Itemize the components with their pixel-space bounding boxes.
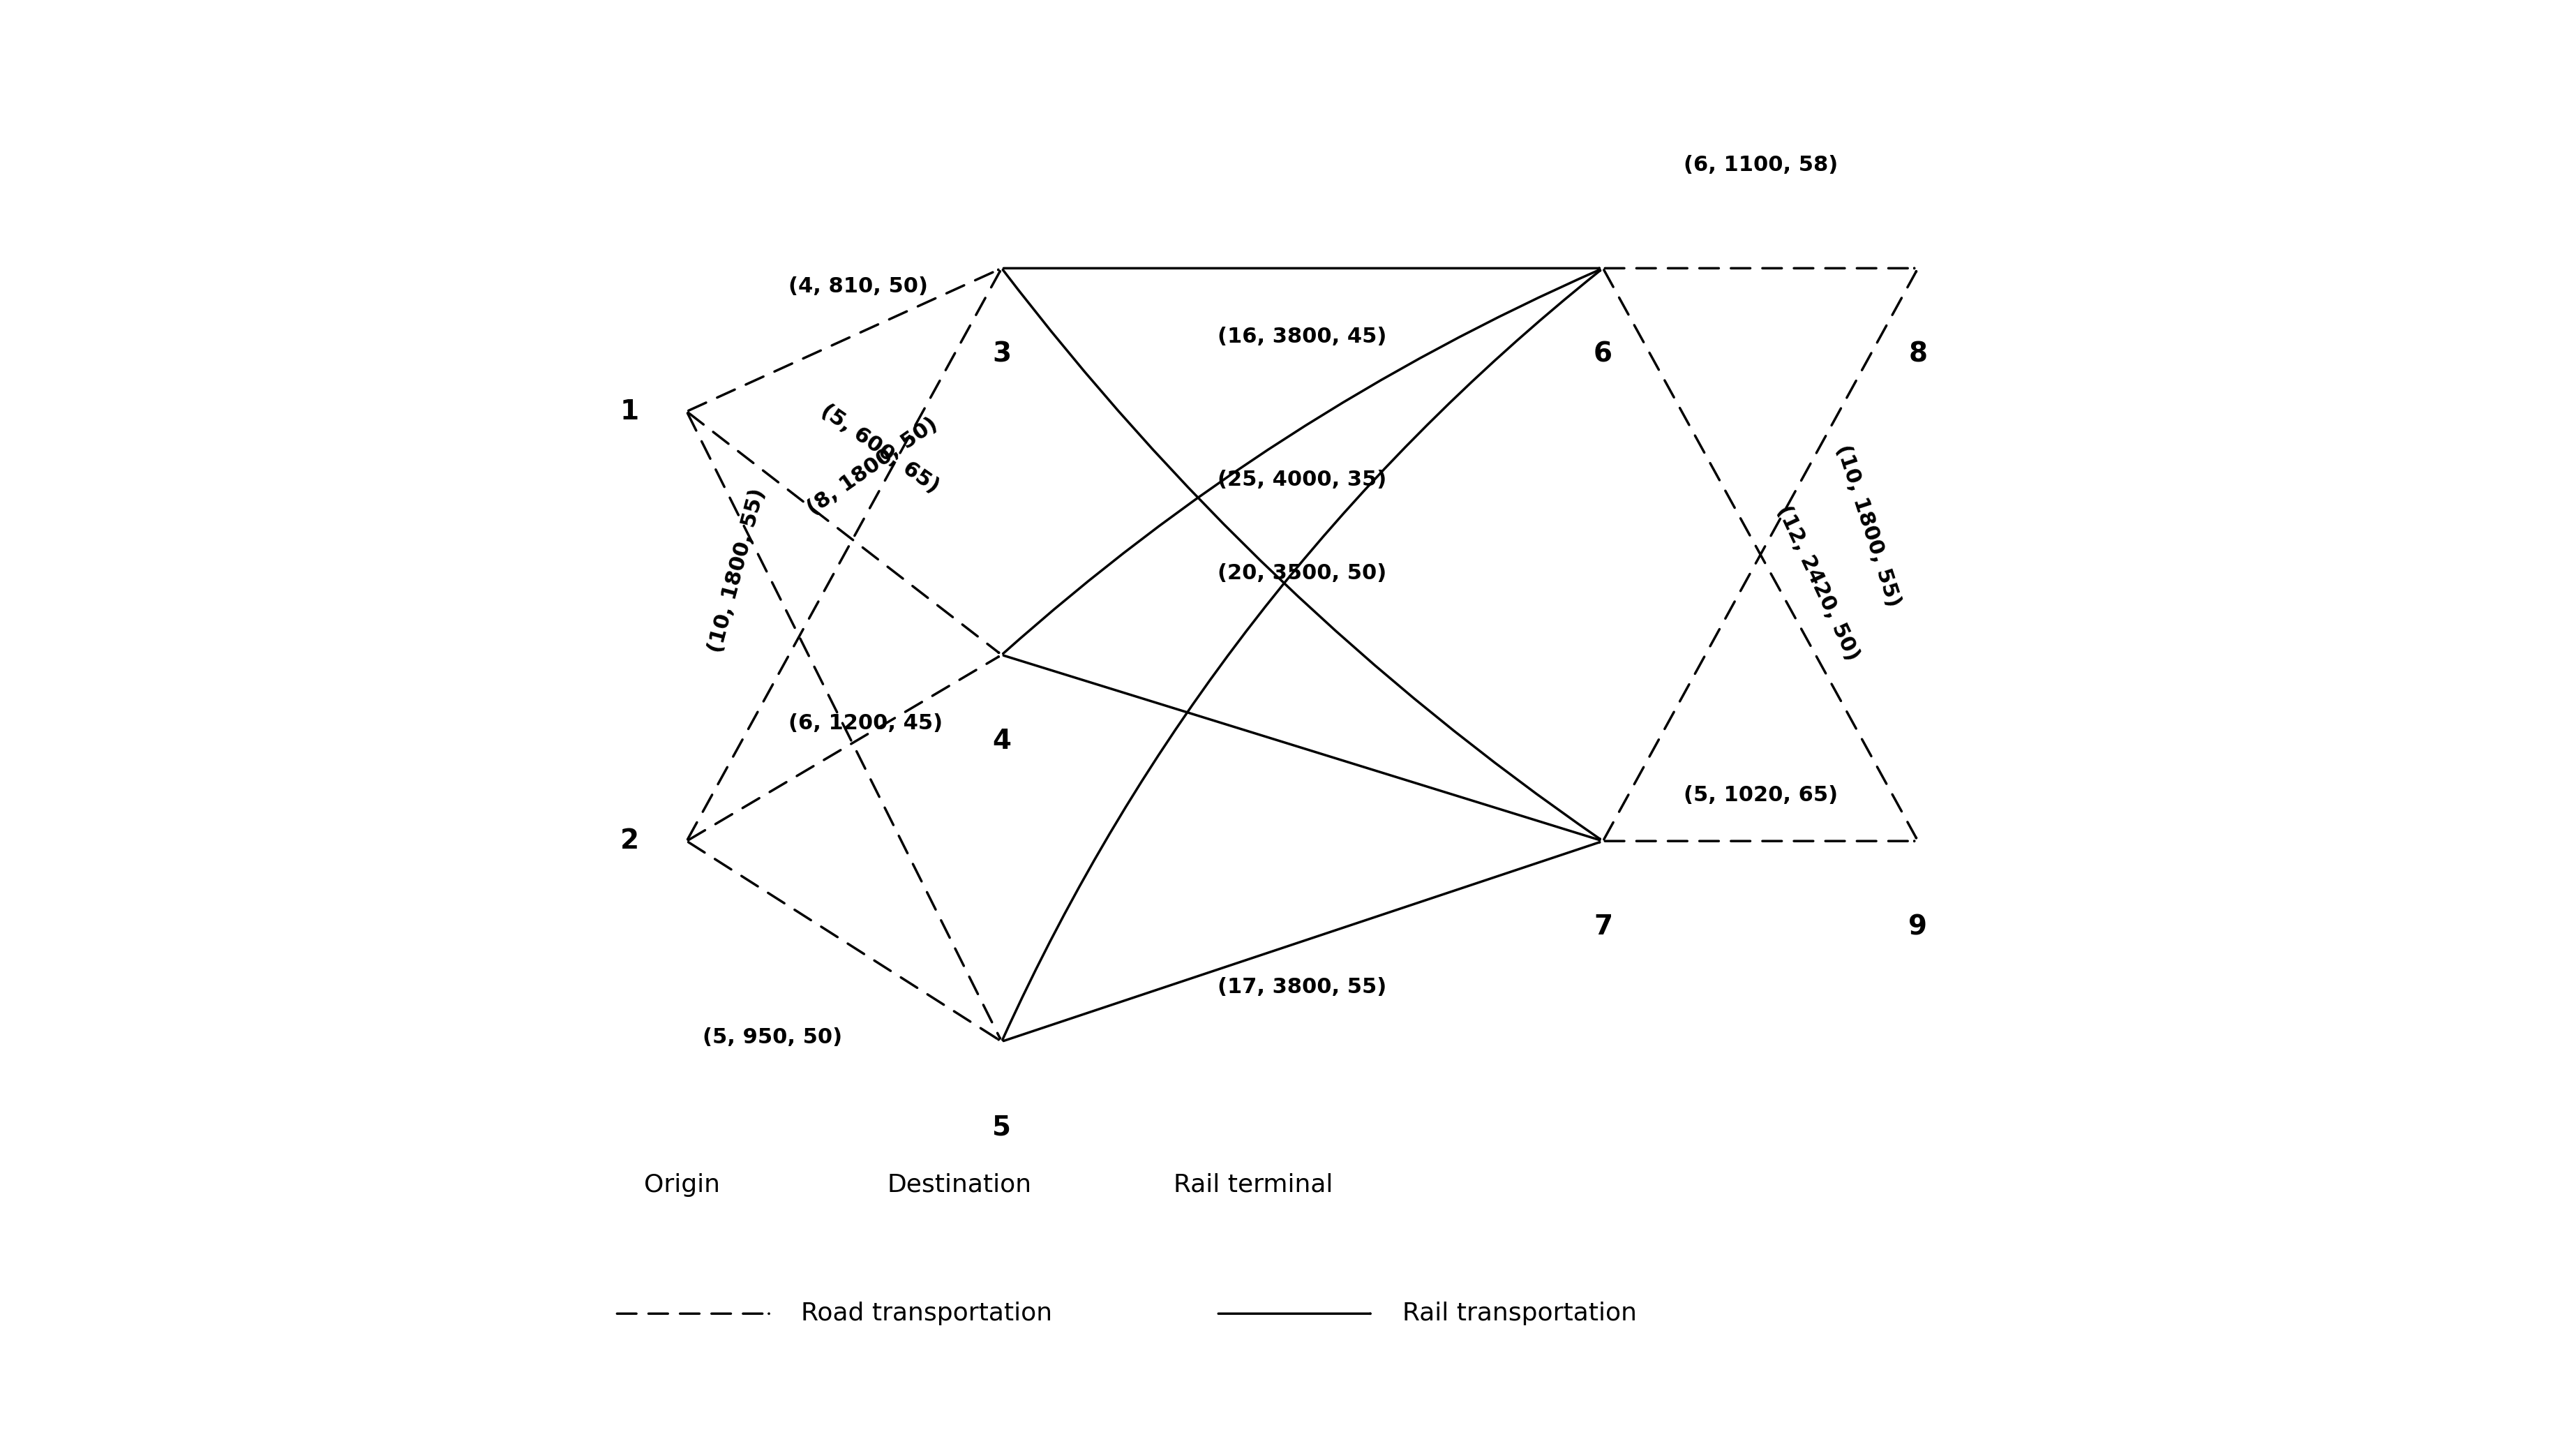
Text: 3: 3	[992, 341, 1012, 368]
Text: (5, 950, 50): (5, 950, 50)	[703, 1027, 842, 1048]
Text: (5, 600, 65): (5, 600, 65)	[817, 401, 943, 497]
Text: 2: 2	[621, 828, 639, 854]
Text: (6, 1200, 45): (6, 1200, 45)	[788, 713, 943, 734]
Text: (5, 1020, 65): (5, 1020, 65)	[1682, 785, 1837, 805]
Text: (4, 810, 50): (4, 810, 50)	[788, 276, 927, 296]
Text: (6, 1100, 58): (6, 1100, 58)	[1682, 155, 1837, 176]
Text: (25, 4000, 35): (25, 4000, 35)	[1218, 469, 1386, 490]
Text: (10, 1800, 55): (10, 1800, 55)	[1832, 442, 1904, 610]
Text: 1: 1	[621, 398, 639, 424]
Text: Origin: Origin	[644, 1173, 719, 1197]
Text: 5: 5	[992, 1114, 1010, 1141]
Text: Rail transportation: Rail transportation	[1401, 1302, 1636, 1325]
Text: (20, 3500, 50): (20, 3500, 50)	[1218, 564, 1386, 583]
Text: Destination: Destination	[886, 1173, 1030, 1197]
Text: (8, 1800, 50): (8, 1800, 50)	[804, 414, 943, 519]
Text: 6: 6	[1595, 341, 1613, 368]
Text: (12, 2420, 50): (12, 2420, 50)	[1772, 503, 1862, 664]
Text: 7: 7	[1595, 914, 1613, 940]
Text: (16, 3800, 45): (16, 3800, 45)	[1218, 327, 1386, 347]
Text: 4: 4	[992, 728, 1010, 754]
Text: (10, 1800, 55): (10, 1800, 55)	[706, 487, 768, 655]
Text: Road transportation: Road transportation	[801, 1302, 1054, 1325]
Text: 8: 8	[1909, 341, 1927, 368]
Text: (17, 3800, 55): (17, 3800, 55)	[1218, 976, 1386, 997]
Text: 9: 9	[1909, 914, 1927, 940]
Text: Rail terminal: Rail terminal	[1175, 1173, 1332, 1197]
